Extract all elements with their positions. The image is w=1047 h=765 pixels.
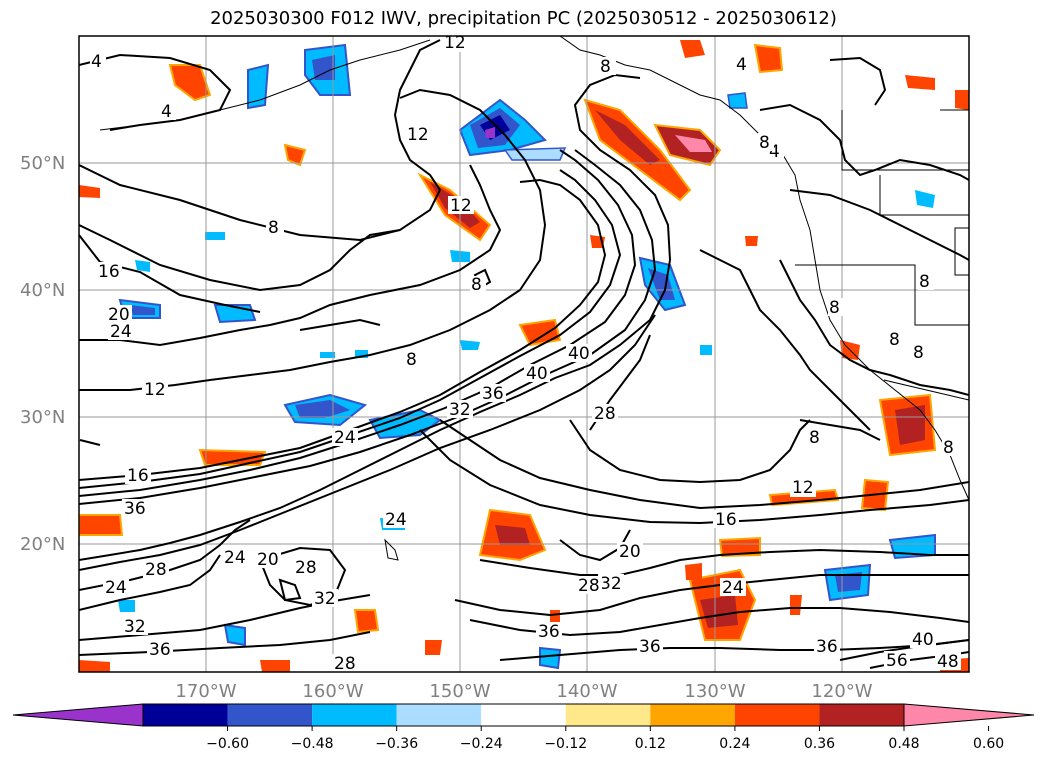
contour-label: 8 bbox=[913, 343, 924, 363]
colorbar-bin bbox=[819, 704, 904, 726]
colorbar-tick-label: 0.60 bbox=[973, 736, 1004, 752]
colorbar-bin bbox=[396, 704, 482, 726]
contour-label: 40 bbox=[526, 364, 548, 384]
colorbar-extend-high bbox=[903, 703, 1035, 727]
colorbar-tick-label: −0.24 bbox=[460, 736, 503, 752]
contour-label: 36 bbox=[124, 499, 146, 519]
contour-label: 8 bbox=[919, 272, 930, 292]
latitude-labels: 50°N 40°N 30°N 20°N bbox=[20, 153, 65, 555]
contour-label: 20 bbox=[619, 542, 641, 562]
lat-label-30n: 30°N bbox=[20, 407, 65, 428]
contour-label: 4 bbox=[161, 102, 172, 122]
contour-label: 8 bbox=[759, 133, 770, 153]
contour-label: 36 bbox=[482, 384, 504, 404]
contour-label: 24 bbox=[105, 578, 127, 598]
contour-label: 12 bbox=[407, 125, 429, 145]
contour-label: 12 bbox=[792, 478, 814, 498]
contour-label: 4 bbox=[769, 142, 780, 162]
contour-label: 8 bbox=[471, 275, 482, 295]
colorbar-tick-label: 0.36 bbox=[804, 736, 835, 752]
lon-label-140w: 140°W bbox=[556, 681, 617, 702]
lat-label-50n: 50°N bbox=[20, 153, 65, 174]
contour-label: 8 bbox=[829, 298, 840, 318]
contour-label: 24 bbox=[385, 510, 407, 530]
colorbar-tick-label: −0.48 bbox=[291, 736, 334, 752]
colorbar-bin bbox=[481, 704, 566, 726]
contour-label: 28 bbox=[334, 654, 356, 674]
contour-label: 28 bbox=[145, 560, 167, 580]
contour-label: 8 bbox=[600, 57, 611, 77]
colorbar-bin bbox=[227, 704, 313, 726]
contour-label: 32 bbox=[449, 400, 471, 420]
contour-label: 16 bbox=[98, 262, 120, 282]
contour-label: 48 bbox=[937, 652, 959, 672]
longitude-labels: 170°W 160°W 150°W 140°W 130°W 120°W bbox=[175, 681, 872, 702]
contour-label: 8 bbox=[889, 330, 900, 350]
colorbar-bin bbox=[650, 704, 735, 726]
contour-label: 4 bbox=[91, 52, 102, 72]
lon-label-150w: 150°W bbox=[429, 681, 490, 702]
lon-label-130w: 130°W bbox=[684, 681, 745, 702]
graticule bbox=[79, 36, 969, 672]
contour-label: 4 bbox=[736, 55, 747, 75]
contour-label: 28 bbox=[295, 558, 317, 578]
contour-label: 24 bbox=[334, 428, 356, 448]
contour-label: 36 bbox=[816, 637, 838, 657]
contour-label: 32 bbox=[124, 617, 146, 637]
colorbar-bin bbox=[312, 704, 397, 726]
contour-label: 16 bbox=[715, 510, 737, 530]
lon-label-120w: 120°W bbox=[811, 681, 872, 702]
colorbar-bin bbox=[143, 704, 228, 726]
colorbar-extend-low bbox=[12, 703, 144, 727]
colorbar-tick-label: −0.36 bbox=[375, 736, 418, 752]
contour-label: 20 bbox=[108, 305, 130, 325]
contour-label: 32 bbox=[600, 574, 622, 594]
contour-label: 36 bbox=[639, 637, 661, 657]
map-frame bbox=[78, 35, 970, 673]
lat-label-20n: 20°N bbox=[20, 534, 65, 555]
contour-label: 12 bbox=[450, 196, 472, 216]
contour-label: 24 bbox=[110, 322, 132, 342]
contour-label: 28 bbox=[594, 404, 616, 424]
colorbar-frame bbox=[142, 703, 905, 727]
contour-label: 8 bbox=[809, 428, 820, 448]
contour-label: 12 bbox=[444, 33, 466, 53]
colorbar: −0.60 −0.48 −0.36 −0.24 −0.12 0.12 0.24 0.36 0.4… bbox=[12, 703, 1035, 752]
contour-label: 8 bbox=[943, 438, 954, 458]
lon-label-160w: 160°W bbox=[302, 681, 363, 702]
contour-label: 20 bbox=[257, 550, 279, 570]
contour-label: 24 bbox=[722, 578, 744, 598]
colorbar-tick-label: 0.12 bbox=[635, 736, 666, 752]
colorbar-bin bbox=[734, 704, 820, 726]
lat-label-40n: 40°N bbox=[20, 280, 65, 301]
contour-label: 16 bbox=[127, 466, 149, 486]
contour-label: 36 bbox=[149, 640, 171, 660]
colorbar-tick-label: −0.60 bbox=[206, 736, 249, 752]
contour-labels: 4 12 8 4 12 4 8 12 8 16 20 24 8 8 12 40 … bbox=[90, 33, 961, 674]
contour-label: 24 bbox=[224, 548, 246, 568]
map-title: 2025030300 F012 IWV, precipitation PC (2… bbox=[210, 8, 837, 29]
contour-label: 8 bbox=[268, 218, 279, 238]
contour-label: 40 bbox=[912, 630, 934, 650]
contour-label: 28 bbox=[578, 576, 600, 596]
contour-label: 40 bbox=[568, 344, 590, 364]
colorbar-tick-label: −0.12 bbox=[544, 736, 587, 752]
colorbar-bin bbox=[565, 704, 651, 726]
lon-label-170w: 170°W bbox=[175, 681, 236, 702]
colorbar-tick-label: 0.48 bbox=[888, 736, 919, 752]
contour-label: 56 bbox=[886, 651, 908, 671]
contour-label: 12 bbox=[144, 380, 166, 400]
contour-label: 8 bbox=[406, 350, 417, 370]
contour-label: 36 bbox=[538, 622, 560, 642]
contour-label: 32 bbox=[314, 589, 336, 609]
colorbar-tick-label: 0.24 bbox=[719, 736, 750, 752]
